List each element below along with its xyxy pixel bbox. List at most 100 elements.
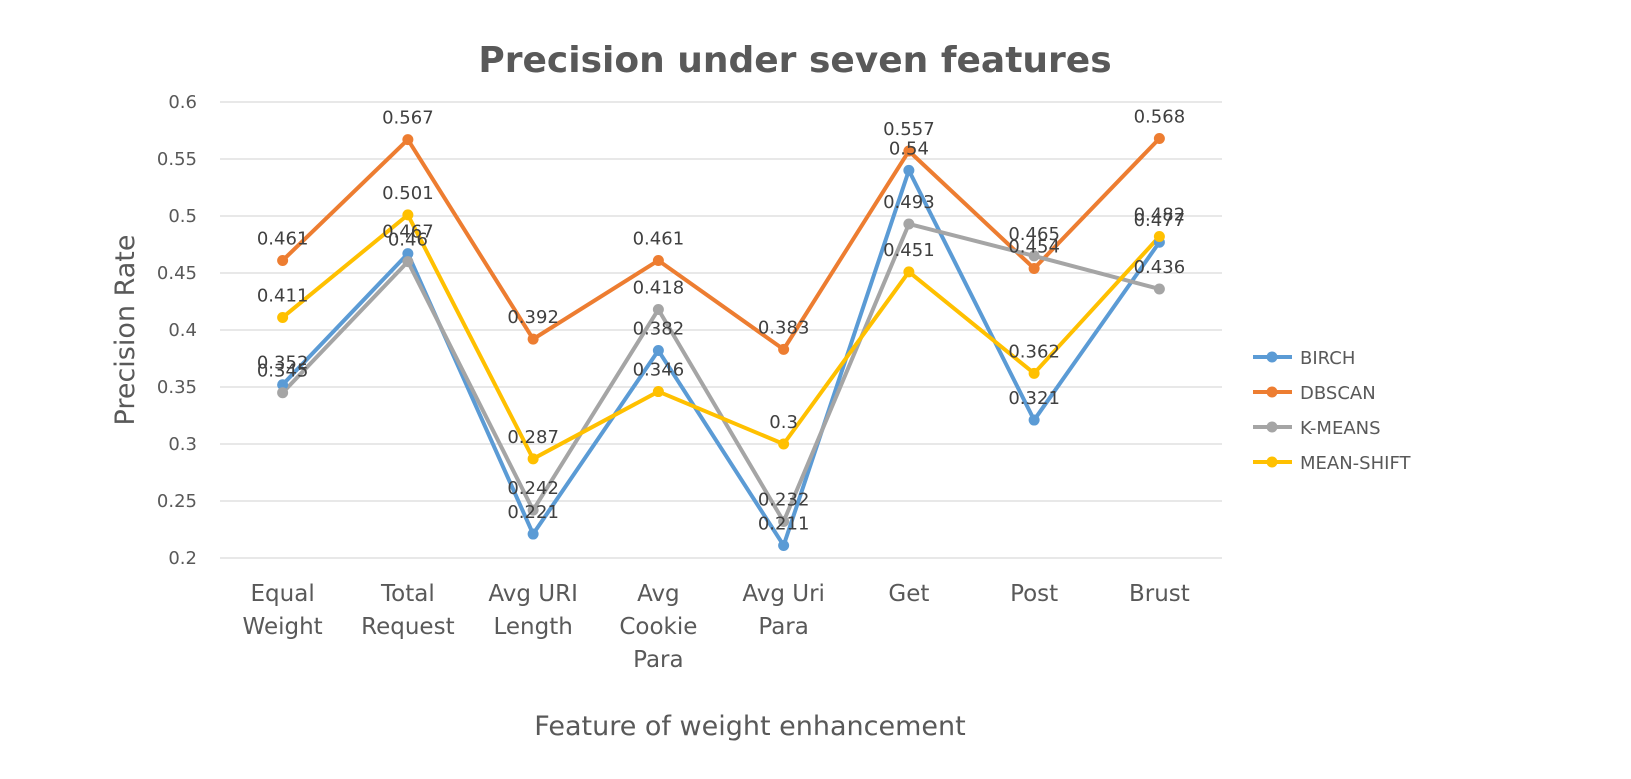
y-axis-ticks: 0.2 0.25 0.3 0.35 0.4 0.45 0.5 0.55 0.6: [157, 92, 197, 569]
data-labels: 0.3520.4670.2210.3820.2110.540.3210.4770…: [257, 106, 1185, 534]
data-point: [277, 311, 289, 323]
data-point: [1028, 414, 1040, 426]
data-point: [903, 266, 915, 278]
x-category-label: Post: [1010, 581, 1058, 607]
y-tick-label: 0.4: [168, 320, 197, 341]
x-category-label: Cookie: [619, 614, 697, 640]
x-category-label: Para: [633, 647, 683, 673]
data-label: 0.418: [633, 277, 685, 298]
series-line-k-means: [281, 221, 1160, 524]
x-category-label: Length: [493, 614, 572, 640]
x-category-label: Weight: [243, 614, 323, 640]
legend-marker: [1266, 421, 1278, 433]
data-label: 0.493: [883, 192, 935, 213]
data-point: [527, 504, 539, 516]
data-point: [1153, 283, 1165, 295]
data-point: [903, 218, 915, 230]
data-point: [277, 379, 289, 391]
data-label: 0.436: [1134, 257, 1186, 278]
data-point: [527, 333, 539, 345]
x-category-label: Avg URI: [488, 581, 578, 607]
data-label: 0.482: [1134, 205, 1186, 226]
data-label: 0.411: [257, 285, 309, 306]
data-label: 0.461: [633, 228, 685, 249]
legend-label: K-MEANS: [1300, 418, 1381, 439]
data-label: 0.501: [382, 183, 434, 204]
data-point: [402, 256, 414, 268]
data-label: 0.287: [507, 427, 559, 448]
data-point: [652, 303, 664, 315]
data-label: 0.232: [758, 490, 810, 511]
data-point: [402, 248, 414, 260]
data-point: [903, 145, 915, 157]
data-label: 0.557: [883, 119, 935, 140]
y-tick-label: 0.35: [157, 377, 197, 398]
data-label: 0.567: [382, 108, 434, 129]
y-tick-label: 0.2: [168, 548, 197, 569]
data-point: [652, 254, 664, 266]
data-label: 0.454: [1008, 236, 1060, 257]
data-label: 0.383: [758, 317, 810, 338]
legend-marker: [1266, 456, 1278, 468]
y-axis-title: Precision Rate: [110, 235, 141, 426]
data-label: 0.392: [507, 307, 559, 328]
data-point: [778, 438, 790, 450]
data-label: 0.211: [758, 513, 810, 534]
data-label: 0.221: [507, 502, 559, 523]
legend-marker: [1266, 351, 1278, 363]
legend-label: MEAN-SHIFT: [1300, 453, 1411, 474]
data-point: [778, 343, 790, 355]
data-label: 0.451: [883, 240, 935, 261]
data-label: 0.568: [1134, 106, 1186, 127]
legend-label: BIRCH: [1300, 348, 1355, 369]
x-category-label: Get: [888, 581, 929, 607]
data-label: 0.467: [382, 222, 434, 243]
data-label: 0.3: [769, 412, 798, 433]
x-category-label: Avg: [637, 581, 680, 607]
data-point: [1028, 262, 1040, 274]
legend-marker: [1266, 386, 1278, 398]
data-point: [903, 164, 915, 176]
x-category-label: Avg Uri: [742, 581, 825, 607]
data-point: [778, 516, 790, 528]
data-point: [402, 134, 414, 146]
data-label: 0.465: [1008, 224, 1060, 245]
data-point: [1153, 231, 1165, 243]
y-tick-label: 0.55: [157, 149, 197, 170]
data-point: [277, 387, 289, 399]
data-label: 0.362: [1008, 341, 1060, 362]
data-label: 0.46: [388, 230, 428, 251]
data-label: 0.461: [257, 228, 309, 249]
y-tick-label: 0.3: [168, 434, 197, 455]
data-label: 0.352: [257, 353, 309, 374]
x-category-label: Request: [361, 614, 454, 640]
series-lines: [277, 132, 1165, 551]
data-point: [652, 345, 664, 357]
x-category-label: Brust: [1129, 581, 1190, 607]
data-point: [1153, 132, 1165, 144]
x-axis-title: Feature of weight enhancement: [534, 711, 965, 742]
y-tick-label: 0.25: [157, 491, 197, 512]
data-point: [277, 254, 289, 266]
chart-title: Precision under seven features: [478, 40, 1111, 81]
y-tick-label: 0.6: [168, 92, 197, 113]
data-label: 0.477: [1134, 210, 1186, 231]
data-point: [652, 386, 664, 398]
data-label: 0.321: [1008, 388, 1060, 409]
data-point: [1028, 367, 1040, 379]
data-point: [1028, 250, 1040, 262]
data-point: [402, 209, 414, 221]
x-category-label: Para: [758, 614, 808, 640]
data-point: [527, 528, 539, 540]
data-point: [778, 539, 790, 551]
series-line-mean-shift: [281, 212, 1161, 461]
data-label: 0.54: [889, 138, 929, 159]
legend: BIRCH DBSCAN K-MEANS MEAN-SHIFT: [1253, 348, 1411, 474]
data-label: 0.346: [633, 360, 685, 381]
data-point: [527, 453, 539, 465]
data-label: 0.345: [257, 361, 309, 382]
data-label: 0.242: [507, 478, 559, 499]
x-axis-categories: Equal Weight Total Request Avg URI Length Avg C…: [243, 581, 1190, 673]
